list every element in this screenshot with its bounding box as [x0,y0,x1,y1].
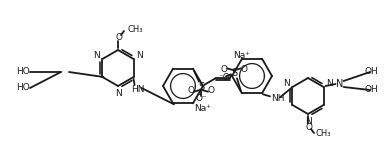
Text: HN: HN [131,85,144,94]
Text: O: O [207,86,215,95]
Text: N: N [93,51,100,60]
Text: O: O [115,32,122,41]
Text: N: N [305,116,311,125]
Text: Na⁺: Na⁺ [234,51,250,60]
Text: N: N [283,79,290,88]
Text: Na⁺: Na⁺ [195,104,211,113]
Text: O: O [220,65,227,74]
Text: OH: OH [364,68,378,76]
Text: OH: OH [364,86,378,94]
Text: N: N [326,79,333,88]
Text: N: N [136,51,143,60]
Text: N: N [115,89,121,97]
Text: O: O [241,65,248,74]
Text: ⁻O: ⁻O [218,73,230,82]
Text: CH₃: CH₃ [127,26,142,34]
Text: HO: HO [16,68,30,76]
Text: HO: HO [16,83,30,93]
Text: CH₃: CH₃ [315,130,330,138]
Text: N: N [336,79,343,89]
Text: S: S [198,82,204,92]
Text: NH: NH [271,94,284,103]
Text: S: S [231,68,237,78]
Text: O: O [188,86,195,95]
Text: O: O [305,122,312,132]
Text: O⁻: O⁻ [195,94,207,103]
